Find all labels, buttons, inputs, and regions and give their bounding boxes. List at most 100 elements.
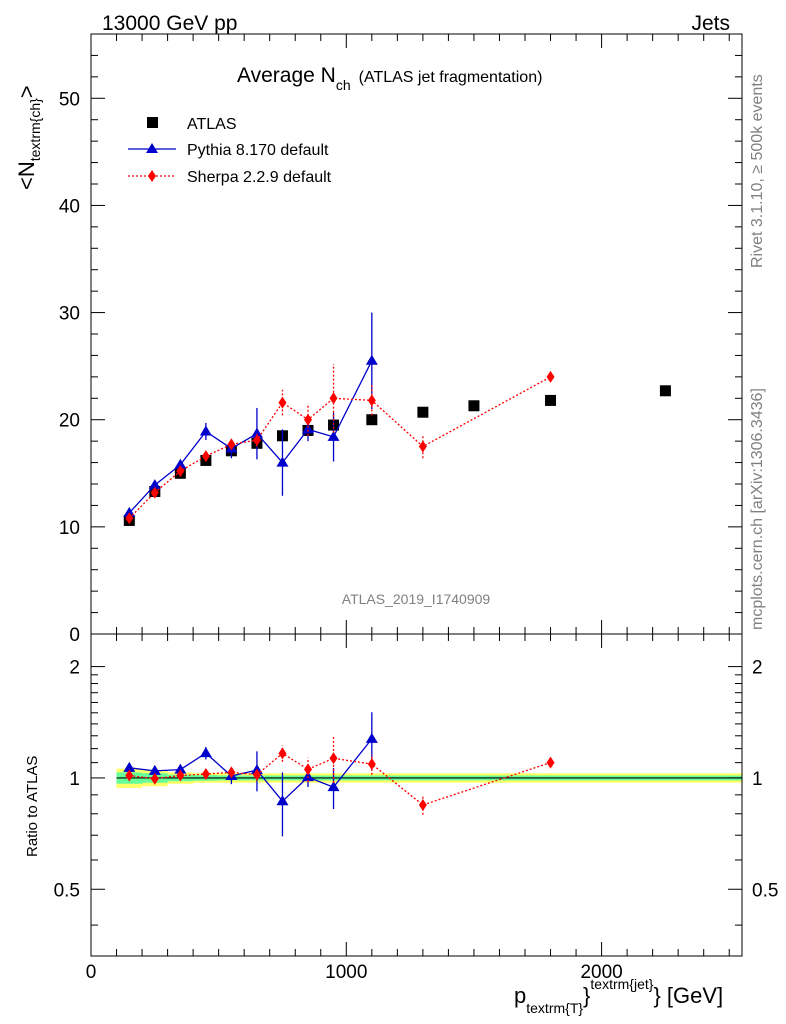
data-point-main [176, 465, 185, 478]
series-line-ratio [129, 738, 373, 803]
rivet-label: Rivet 3.1.10, ≥ 500k events [749, 74, 766, 268]
data-point-main [302, 423, 314, 434]
data-point-ratio [546, 756, 555, 769]
chart-title-sub: ch [336, 77, 351, 93]
chart-title-main: Average N [237, 64, 336, 87]
axis-ticks: 0 1000 2000 0 10 20 30 40 50 0.5 0.5 1 1 2 2 [54, 33, 778, 983]
x-axis-label-tail: } [GeV] [653, 983, 723, 1008]
legend-marker-atlas [147, 117, 158, 128]
ratio-tick-label-right: 2 [752, 658, 763, 679]
data-point-main [148, 479, 161, 490]
data-point-main [417, 406, 429, 418]
data-point-main [125, 512, 134, 525]
data-point-main [329, 392, 338, 405]
data-point-ratio [278, 747, 287, 760]
y-tick-label: 50 [59, 89, 80, 110]
data-point-ratio [148, 764, 161, 775]
x-axis-label: ptextrm{T}}textrm{jet}} [GeV] [514, 976, 723, 1016]
chart-title: Average Nch (ATLAS jet fragmentation) [237, 64, 542, 93]
data-point-ratio [252, 768, 261, 781]
data-point-ratio [123, 761, 136, 772]
data-point-main [468, 400, 480, 412]
x-tick-label: 1000 [325, 962, 367, 983]
legend: ATLAS Pythia 8.170 default Sherpa 2.2.9 … [128, 116, 332, 186]
ratio-tick-label-right: 0.5 [752, 880, 778, 901]
ratio-tick-label-left: 1 [69, 769, 80, 790]
data-point-ratio [304, 763, 312, 776]
data-point-ratio [150, 772, 159, 785]
legend-item-pythia: Pythia 8.170 default [128, 142, 329, 159]
data-point-main [227, 438, 236, 451]
series-1 [123, 312, 378, 837]
legend-label-pythia: Pythia 8.170 default [187, 142, 329, 159]
data-point-main [366, 414, 378, 426]
y-axis-label-main: <N [14, 161, 39, 190]
series-2 [125, 364, 555, 815]
legend-label-sherpa: Sherpa 2.2.9 default [187, 169, 332, 186]
data-point-ratio [201, 767, 210, 780]
data-point-main [252, 434, 261, 447]
y-tick-label: 10 [59, 518, 80, 539]
data-point-ratio [176, 769, 185, 782]
data-point-ratio [418, 798, 427, 811]
mcplots-label: mcplots.cern.ch [arXiv:1306.3436] [749, 388, 766, 630]
y-tick-label: 40 [59, 196, 80, 217]
data-point-ratio [125, 769, 134, 782]
y-axis-label: <Ntextrm{ch}> [14, 85, 43, 190]
data-point-main [276, 456, 289, 467]
data-point-ratio [365, 732, 378, 743]
x-axis-label-sub: textrm{T} [526, 1000, 583, 1016]
data-point-main [304, 413, 312, 426]
header-category: Jets [691, 12, 730, 35]
data-point-main [546, 370, 555, 383]
analysis-watermark: ATLAS_2019_I1740909 [342, 591, 491, 607]
data-point-main [659, 385, 671, 397]
data-point-main [365, 354, 378, 365]
data-point-main [327, 430, 340, 441]
data-point-main [201, 450, 210, 463]
x-axis-label-p: p [514, 983, 526, 1008]
data-point-ratio [276, 795, 289, 806]
x-axis-label-sup: textrm{jet} [590, 976, 653, 992]
y-tick-label: 20 [59, 411, 80, 432]
x-tick-label: 2000 [580, 962, 622, 983]
ratio-tick-label-left: 2 [69, 658, 80, 679]
y-tick-label: 30 [59, 304, 80, 325]
series-line-main [128, 376, 551, 519]
data-point-ratio [329, 752, 338, 765]
data-point-main [367, 394, 376, 407]
ratio-tick-label-left: 0.5 [54, 880, 80, 901]
series-line-main [128, 360, 373, 514]
data-point-main [278, 396, 287, 409]
chart-title-paren: (ATLAS jet fragmentation) [359, 69, 543, 86]
data-point-main [199, 425, 212, 436]
data-point-ratio [227, 766, 236, 779]
legend-marker-pythia [146, 143, 158, 153]
ratio-plot-frame [90, 633, 743, 957]
legend-item-atlas: ATLAS [147, 116, 237, 133]
legend-marker-sherpa [148, 170, 156, 182]
y-axis-label-close: > [14, 85, 39, 98]
x-axis-label-brace: } [583, 983, 590, 1008]
ratio-axis-label: Ratio to ATLAS [24, 756, 41, 857]
data-point-ratio [199, 747, 212, 758]
header-process: 13000 GeV pp [102, 12, 237, 35]
legend-item-sherpa: Sherpa 2.2.9 default [128, 169, 332, 186]
data-point-ratio [327, 781, 340, 792]
data-point-main [150, 486, 159, 499]
data-point-main [174, 458, 187, 469]
ratio-tick-label-right: 1 [752, 769, 763, 790]
data-point-main [418, 440, 427, 453]
data-point-main [545, 394, 557, 406]
data-point-main [250, 427, 263, 438]
legend-label-atlas: ATLAS [187, 116, 237, 133]
x-tick-label: 0 [86, 962, 97, 983]
data-series [123, 312, 671, 837]
series-line-ratio [129, 752, 551, 806]
data-point-ratio [174, 763, 187, 774]
data-point-ratio [367, 758, 376, 771]
y-axis-label-sub: textrm{ch} [27, 98, 43, 161]
ratio-band [116, 768, 742, 788]
y-tick-label: 0 [69, 625, 80, 646]
